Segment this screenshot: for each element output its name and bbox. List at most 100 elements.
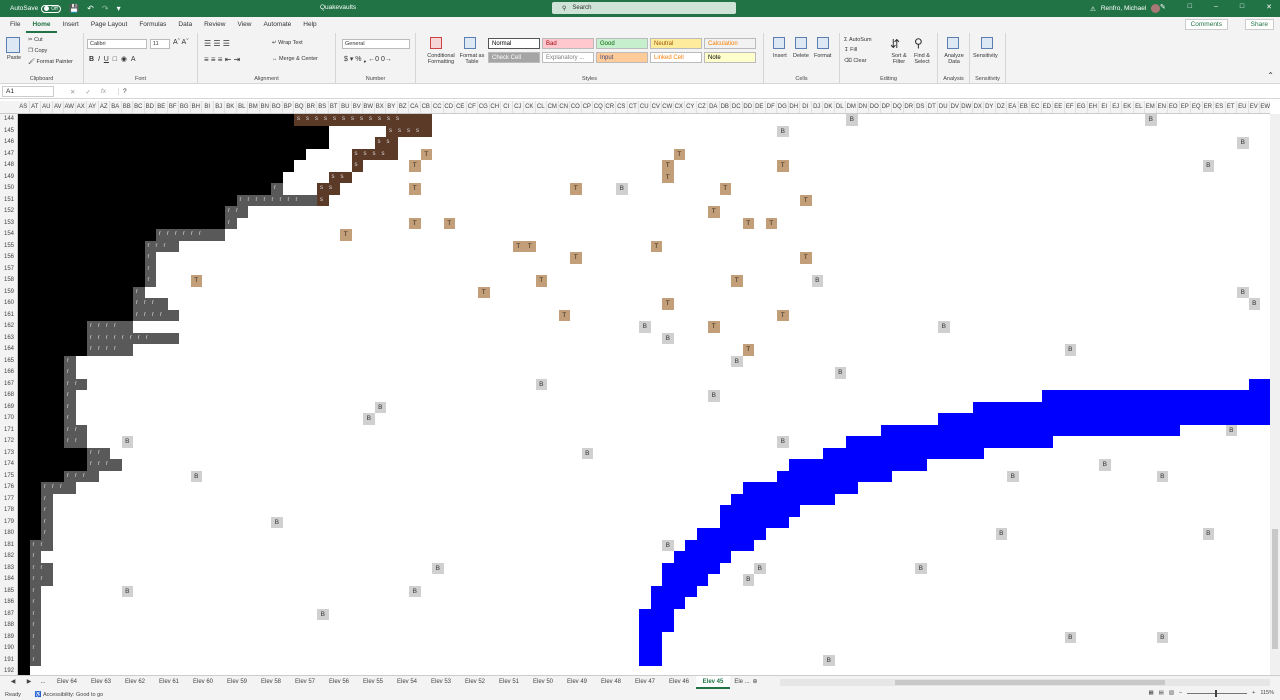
merge-center-button[interactable]: ↔ Merge & Center <box>272 56 318 62</box>
column-header[interactable]: EL <box>1134 101 1145 113</box>
column-header[interactable]: CE <box>455 101 467 113</box>
column-header[interactable]: CW <box>662 101 674 113</box>
sort-filter-button[interactable]: Sort & Filter <box>891 53 907 65</box>
column-header[interactable]: DT <box>927 101 938 113</box>
block-cell[interactable]: B <box>409 585 421 597</box>
column-header[interactable]: DG <box>777 101 789 113</box>
column-header[interactable]: DV <box>950 101 961 113</box>
treasure-cell[interactable]: T <box>535 275 547 287</box>
column-header[interactable]: AY <box>87 101 99 113</box>
row-header[interactable]: 156 <box>3 254 14 260</box>
column-header[interactable]: EV <box>1249 101 1260 113</box>
column-header[interactable]: AX <box>76 101 87 113</box>
cell-style-explanatory[interactable]: Explanatory ... <box>542 52 594 63</box>
treasure-cell[interactable]: T <box>570 183 582 195</box>
block-cell[interactable]: B <box>1145 114 1157 126</box>
block-cell[interactable]: B <box>754 562 766 574</box>
fx-icon[interactable]: fx <box>100 87 106 95</box>
delete-button[interactable]: Delete <box>793 53 809 59</box>
row-header[interactable]: 177 <box>3 495 14 502</box>
block-cell[interactable]: B <box>777 436 789 448</box>
column-header[interactable]: ES <box>1214 101 1226 113</box>
column-header[interactable]: DB <box>720 101 731 113</box>
column-header[interactable]: DO <box>869 101 881 113</box>
row-header[interactable]: 154 <box>3 231 14 237</box>
sheet-tab[interactable]: Elev 54 <box>396 679 417 685</box>
column-header[interactable]: CJ <box>513 101 524 113</box>
sheet-tab[interactable]: Elev 51 <box>498 679 519 685</box>
sheet-tab[interactable]: Elev 58 <box>260 679 281 685</box>
sheet-tab[interactable]: Elev 52 <box>464 679 485 685</box>
search-input[interactable]: ⚲ Search <box>552 2 736 14</box>
block-cell[interactable]: B <box>1064 631 1076 643</box>
block-cell[interactable]: B <box>662 332 674 344</box>
treasure-cell[interactable]: T <box>409 160 421 172</box>
column-header[interactable]: DM <box>846 101 858 113</box>
sheet-tab[interactable]: Elev 61 <box>158 679 179 685</box>
column-header[interactable]: DI <box>800 101 812 113</box>
sheet-tab[interactable]: Elev 49 <box>566 679 587 685</box>
column-header[interactable]: CS <box>616 101 628 113</box>
comments-button[interactable]: Comments <box>1184 19 1228 30</box>
block-cell[interactable]: B <box>639 321 651 333</box>
column-header[interactable]: CA <box>409 101 421 113</box>
row-header[interactable]: 159 <box>3 288 14 295</box>
column-header[interactable]: BI <box>202 101 214 113</box>
column-header[interactable]: EW <box>1260 101 1270 113</box>
row-header[interactable]: 169 <box>3 403 14 410</box>
row-header[interactable]: 157 <box>3 265 14 272</box>
number-format-icons[interactable]: $ ▾ % ❟ ←0 0→ <box>344 56 392 63</box>
insert-button[interactable]: Insert <box>773 53 787 59</box>
tab-file[interactable]: File <box>10 21 21 28</box>
conditional-formatting-icon[interactable] <box>430 37 442 49</box>
column-header[interactable]: CL <box>536 101 547 113</box>
column-header[interactable]: EC <box>1030 101 1042 113</box>
row-header[interactable]: 155 <box>3 242 14 249</box>
vertical-align-icons[interactable]: ☰ ☰ ☰ <box>204 39 230 48</box>
column-header[interactable]: CD <box>444 101 455 113</box>
sort-filter-icon[interactable]: ⇵ <box>890 37 901 51</box>
zoom-slider[interactable] <box>1187 689 1248 697</box>
sheet-tab[interactable]: Elev 63 <box>90 679 111 685</box>
sheet-tab[interactable]: Elev 55 <box>362 679 383 685</box>
row-header[interactable]: 190 <box>3 645 14 651</box>
sensitivity-button[interactable]: Sensitivity <box>973 53 998 59</box>
row-header[interactable]: 147 <box>3 150 14 157</box>
sheet-tab[interactable]: Elev 47 <box>634 679 655 685</box>
sheet-tab[interactable]: Elev 64 <box>56 679 77 685</box>
column-header[interactable]: CP <box>582 101 593 113</box>
row-header[interactable]: 158 <box>3 277 14 283</box>
row-header[interactable]: 153 <box>3 219 14 226</box>
block-cell[interactable]: B <box>190 470 202 482</box>
column-header[interactable]: BS <box>317 101 329 113</box>
row-header[interactable]: 162 <box>3 323 14 329</box>
sheet-nav-more[interactable]: ... <box>40 679 46 685</box>
treasure-cell[interactable]: T <box>662 171 674 183</box>
treasure-cell[interactable]: T <box>558 309 570 321</box>
tab-page-layout[interactable]: Page Layout <box>90 21 128 28</box>
paste-button[interactable] <box>6 37 20 53</box>
treasure-cell[interactable]: T <box>409 217 421 229</box>
cell-style-good[interactable]: Good <box>596 38 648 49</box>
sheet-tab[interactable]: Elev 48 <box>600 679 621 685</box>
column-header[interactable]: BH <box>191 101 202 113</box>
minimize-icon[interactable]: – <box>1213 3 1218 10</box>
column-header[interactable]: DJ <box>812 101 823 113</box>
delete-icon[interactable] <box>795 37 807 49</box>
block-cell[interactable]: B <box>915 562 927 574</box>
vertical-scroll-thumb[interactable] <box>1272 529 1278 649</box>
column-header[interactable]: BF <box>168 101 179 113</box>
column-header[interactable]: CV <box>651 101 662 113</box>
row-header[interactable]: 166 <box>3 369 14 375</box>
row-header[interactable]: 152 <box>3 208 14 214</box>
column-header[interactable]: BU <box>340 101 352 113</box>
copy-button[interactable]: ❐ Copy <box>28 48 48 54</box>
cut-button[interactable]: ✂ Cut <box>28 37 43 43</box>
user-account[interactable]: ⚠ Renfro, Michael <box>1090 4 1161 13</box>
column-header[interactable]: EN <box>1157 101 1168 113</box>
number-format-select[interactable]: General <box>342 39 410 49</box>
block-cell[interactable]: B <box>1156 631 1168 643</box>
row-header[interactable]: 149 <box>3 173 14 180</box>
column-header[interactable]: AV <box>53 101 64 113</box>
insert-icon[interactable] <box>773 37 785 49</box>
